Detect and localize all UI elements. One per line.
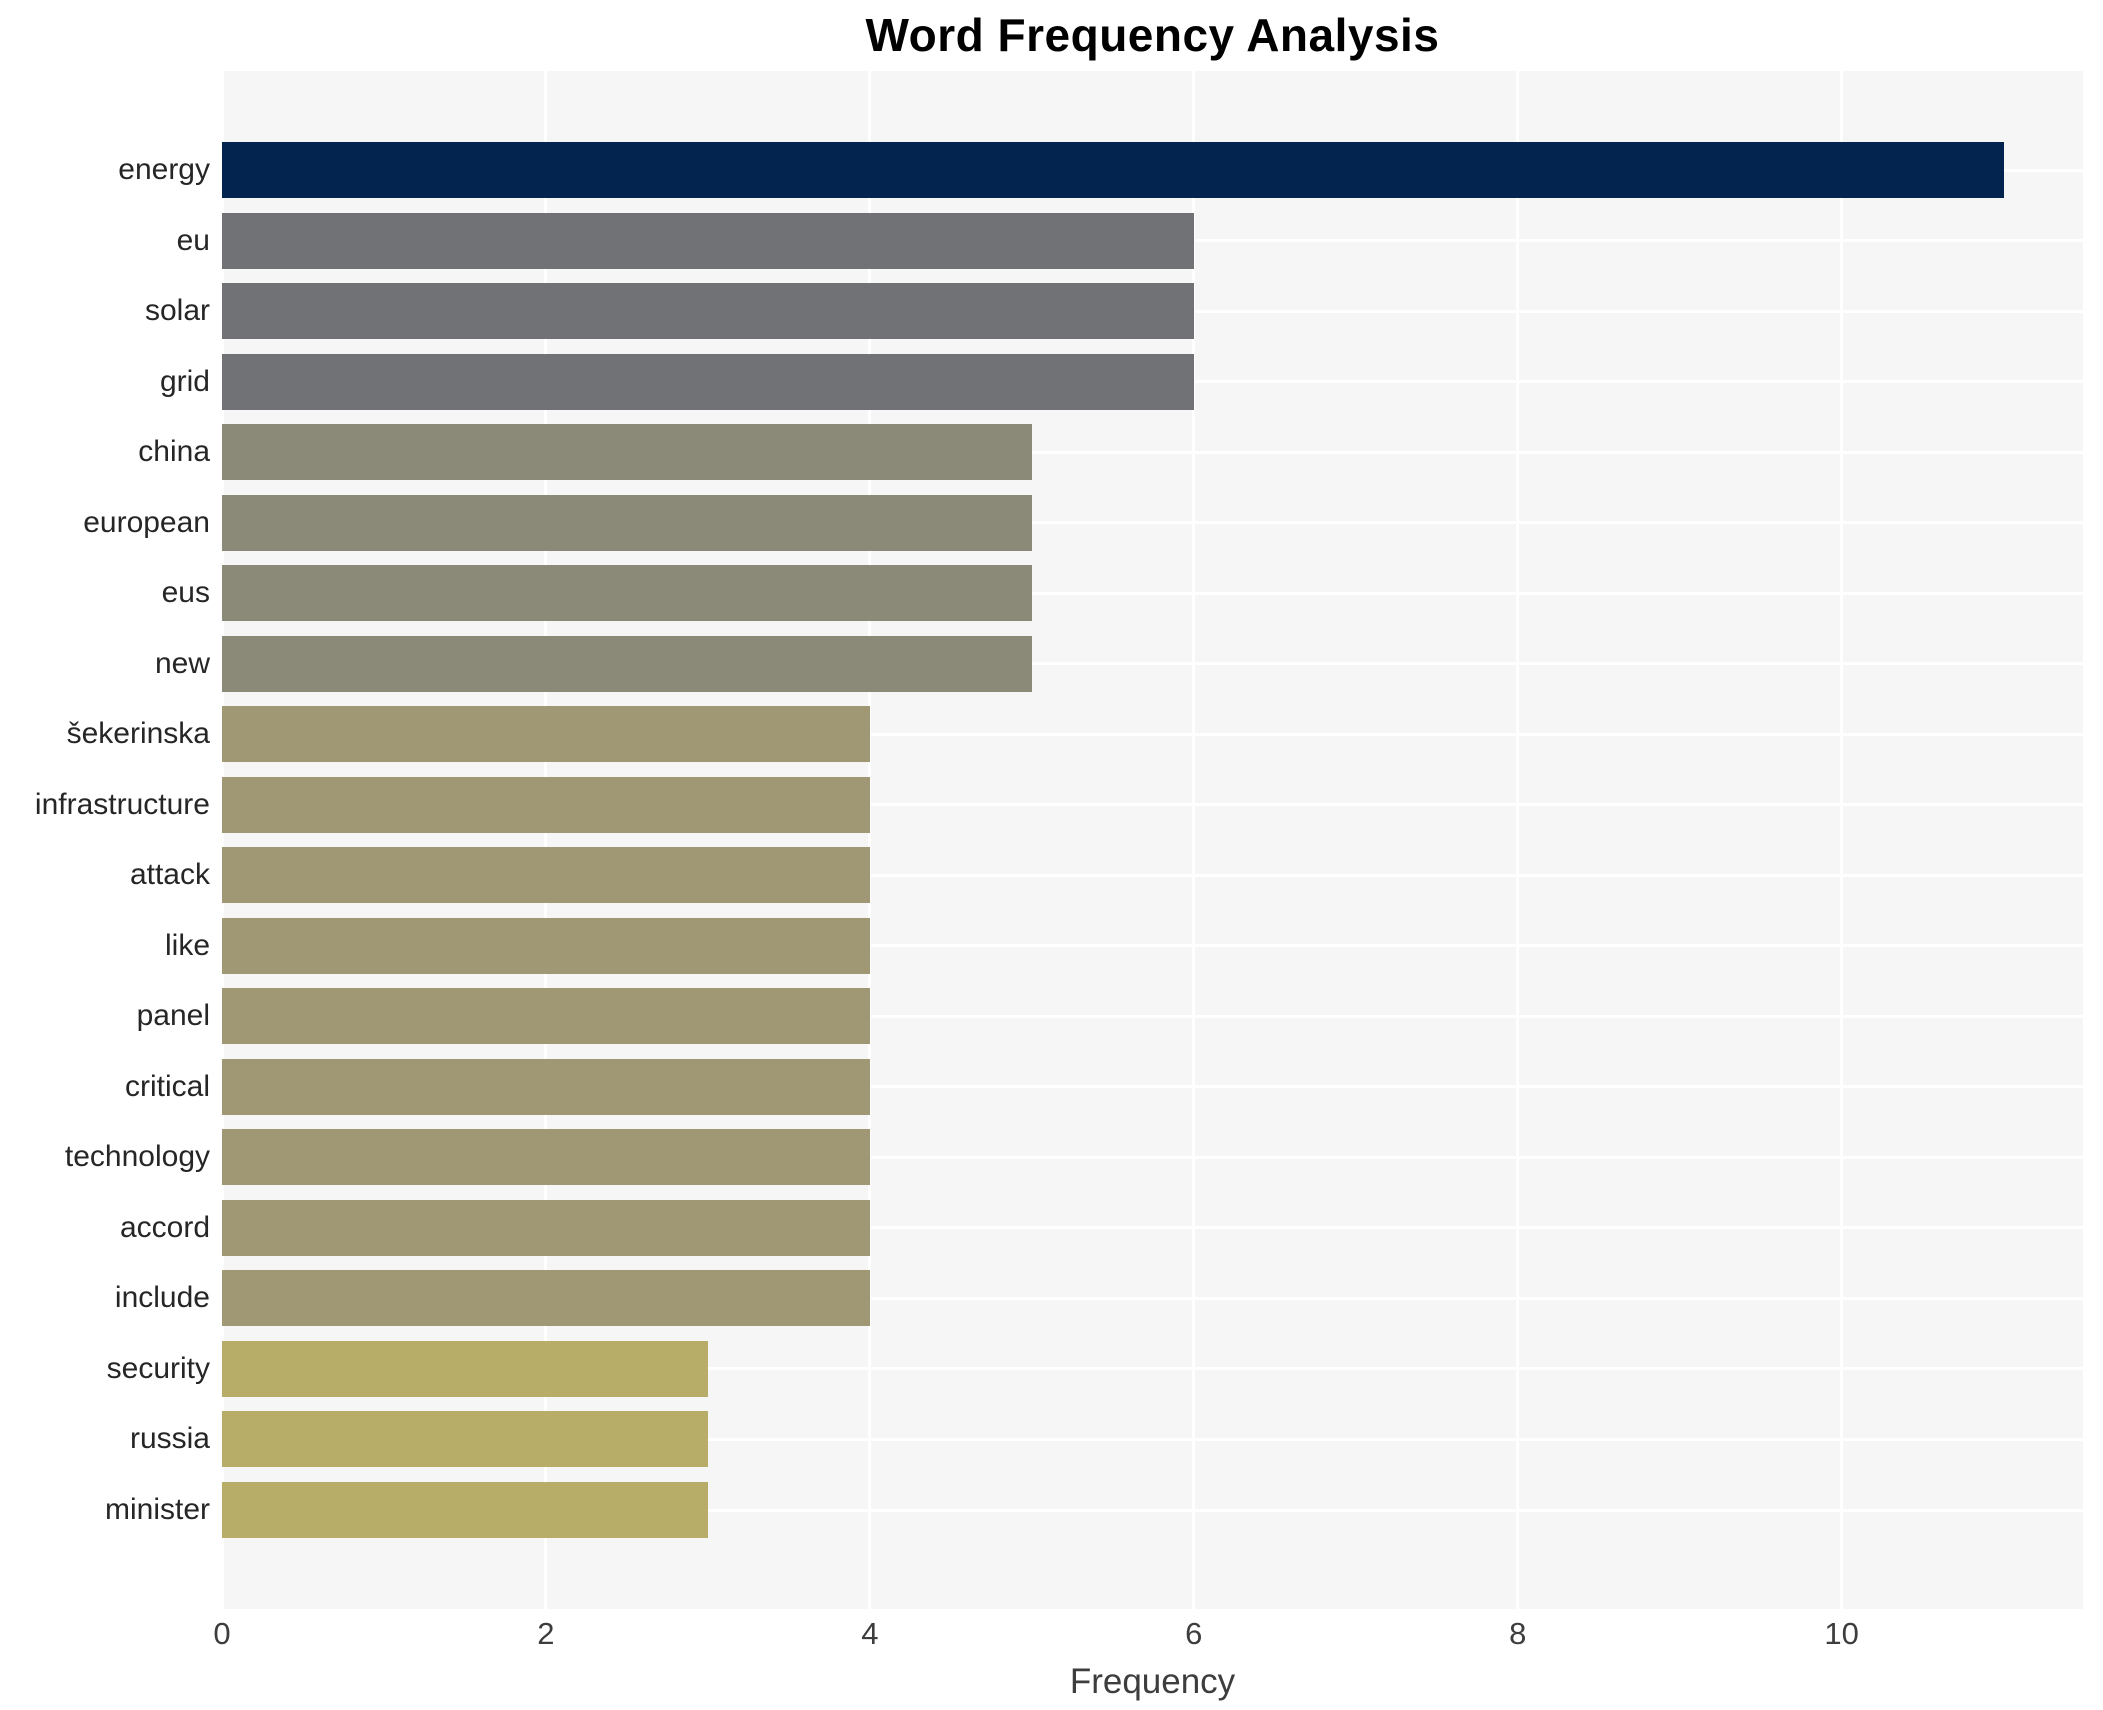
h-gridline — [222, 521, 2083, 525]
v-gridline — [1840, 71, 1844, 1609]
x-tick-label-0: 0 — [213, 1616, 231, 1651]
bar-solar — [222, 283, 1194, 340]
y-tick-label-eus: eus — [161, 576, 210, 610]
bar-like — [222, 917, 870, 974]
bar-china — [222, 424, 1032, 481]
v-gridline — [544, 71, 548, 1609]
bar-eu — [222, 212, 1194, 269]
bar-accord — [222, 1199, 870, 1256]
y-tick-label-šekerinska: šekerinska — [66, 717, 210, 751]
bar-eus — [222, 565, 1032, 622]
v-gridline — [868, 71, 872, 1609]
h-gridline — [222, 1085, 2083, 1089]
x-tick-label-10: 10 — [1824, 1616, 1859, 1651]
bar-russia — [222, 1411, 708, 1468]
h-gridline — [222, 873, 2083, 877]
y-tick-label-minister: minister — [104, 1493, 210, 1526]
bar-include — [222, 1270, 870, 1327]
x-tick-label-8: 8 — [1509, 1616, 1527, 1651]
h-gridline — [222, 662, 2083, 666]
y-tick-label-new: new — [154, 646, 210, 680]
bar-security — [222, 1340, 708, 1397]
bar-grid — [222, 353, 1194, 410]
x-tick-label-4: 4 — [861, 1616, 879, 1651]
y-tick-label-grid: grid — [159, 364, 210, 398]
y-tick-label-energy: energy — [118, 153, 210, 186]
x-tick-label-2: 2 — [537, 1616, 555, 1651]
bar-minister — [222, 1482, 708, 1538]
bar-european — [222, 494, 1032, 551]
h-gridline — [222, 944, 2083, 948]
h-gridline — [222, 450, 2083, 454]
y-tick-label-china: china — [138, 435, 210, 469]
plot-area — [220, 71, 2083, 1609]
bar-infrastructure — [222, 776, 870, 833]
h-gridline — [222, 1014, 2083, 1018]
y-tick-label-critical: critical — [124, 1069, 210, 1103]
y-tick-label-accord: accord — [119, 1210, 210, 1244]
y-tick-label-panel: panel — [136, 999, 210, 1033]
h-gridline — [222, 591, 2083, 595]
y-tick-label-eu: eu — [176, 223, 210, 257]
h-gridline — [222, 732, 2083, 736]
h-gridline — [222, 1296, 2083, 1300]
y-tick-label-like: like — [164, 928, 210, 962]
bar-šekerinska — [222, 706, 870, 763]
v-gridline — [220, 71, 224, 1609]
bar-attack — [222, 847, 870, 904]
h-gridline — [222, 1508, 2083, 1512]
x-axis-label: Frequency — [1069, 1662, 1236, 1701]
y-tick-label-russia: russia — [129, 1422, 210, 1456]
bar-technology — [222, 1129, 870, 1186]
bar-energy — [222, 142, 2004, 198]
y-tick-label-solar: solar — [144, 294, 210, 328]
y-tick-label-european: european — [83, 505, 210, 539]
bar-new — [222, 635, 1032, 692]
h-gridline — [222, 803, 2083, 807]
bar-panel — [222, 988, 870, 1045]
h-gridline — [222, 1437, 2083, 1441]
y-tick-label-include: include — [114, 1281, 210, 1315]
v-gridline — [1516, 71, 1520, 1609]
y-tick-label-security: security — [106, 1351, 210, 1385]
y-tick-label-attack: attack — [129, 858, 210, 892]
v-gridline — [1192, 71, 1196, 1609]
bar-critical — [222, 1058, 870, 1115]
y-tick-label-technology: technology — [64, 1140, 210, 1174]
x-tick-label-6: 6 — [1185, 1616, 1203, 1651]
h-gridline — [222, 1367, 2083, 1371]
y-tick-label-infrastructure: infrastructure — [34, 787, 210, 821]
h-gridline — [222, 1155, 2083, 1159]
h-gridline — [222, 1226, 2083, 1230]
chart-title: Word Frequency Analysis — [865, 9, 1440, 61]
